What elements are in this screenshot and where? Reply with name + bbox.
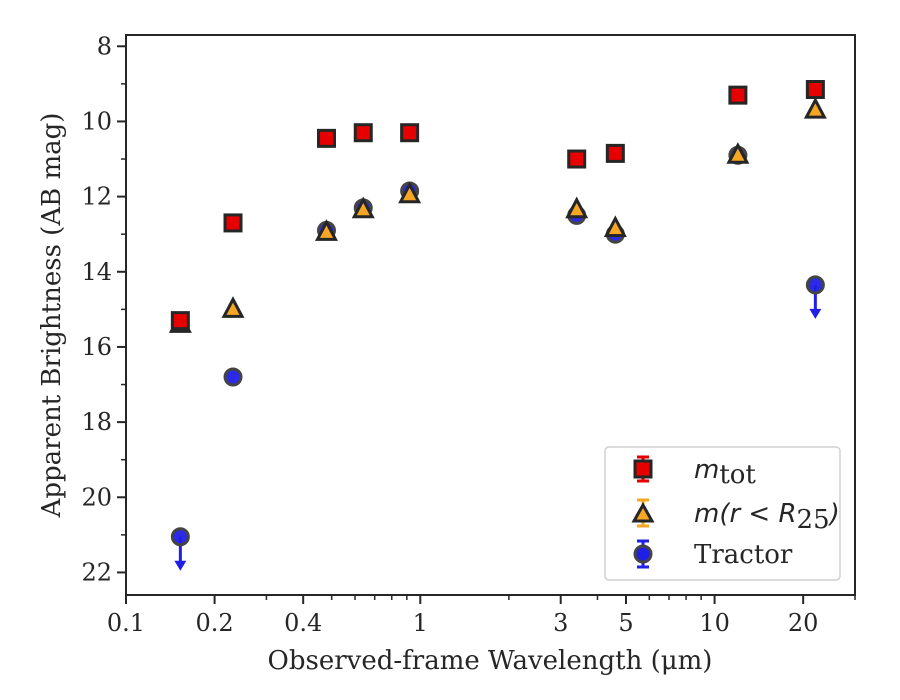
y-tick-label: 22 bbox=[81, 558, 112, 586]
y-axis-label: Apparent Brightness (AB mag) bbox=[37, 113, 67, 519]
point-tractor bbox=[805, 275, 825, 295]
x-tick-label: 10 bbox=[699, 609, 730, 637]
x-tick-label: 3 bbox=[553, 609, 568, 637]
x-tick-label: 0.4 bbox=[284, 609, 322, 637]
point-m-r25 bbox=[565, 196, 589, 219]
y-tick-label: 20 bbox=[81, 483, 112, 511]
legend-marker-tractor bbox=[633, 539, 653, 569]
point-m-r25 bbox=[803, 96, 827, 119]
point-tractor bbox=[223, 367, 243, 387]
legend-label-tractor: Tractor bbox=[694, 540, 793, 570]
point-m-tot bbox=[400, 123, 420, 143]
legend-label-mr: m(r < R25) bbox=[694, 499, 840, 535]
legend-label-mtot: mtot bbox=[694, 455, 756, 490]
point-m-r25 bbox=[726, 142, 750, 164]
x-tick-label: 20 bbox=[788, 609, 819, 637]
legend-box bbox=[604, 446, 841, 581]
point-m-r25 bbox=[603, 215, 627, 238]
y-tick-label: 14 bbox=[81, 258, 112, 286]
y-tick-label: 10 bbox=[81, 107, 112, 135]
y-tick-label: 12 bbox=[81, 183, 112, 211]
x-tick-label: 5 bbox=[618, 609, 633, 637]
series-circle bbox=[170, 145, 825, 571]
point-tractor bbox=[170, 527, 190, 547]
y-tick-label: 16 bbox=[81, 333, 112, 361]
y-tick-label: 18 bbox=[81, 408, 112, 436]
series-triangle bbox=[168, 96, 827, 333]
axis-ticks: 8 10 12 14 16 18 20 22 0.1 0.2 0.4 1 3 5 10 20 bbox=[81, 32, 856, 637]
point-m-tot bbox=[728, 85, 748, 105]
point-m-r25 bbox=[398, 181, 422, 204]
legend: mtot m(r < R25) Tractor bbox=[604, 446, 841, 581]
series-square bbox=[170, 79, 825, 331]
point-m-tot bbox=[605, 143, 625, 163]
x-tick-label: 0.1 bbox=[107, 609, 145, 637]
point-m-r25 bbox=[221, 296, 245, 318]
data-points bbox=[168, 79, 827, 571]
point-m-tot bbox=[316, 128, 336, 148]
y-tick-label: 8 bbox=[97, 32, 112, 60]
x-tick-label: 1 bbox=[413, 609, 428, 637]
legend-marker-mtot bbox=[633, 455, 653, 483]
point-m-tot bbox=[567, 149, 587, 169]
point-m-r25 bbox=[314, 219, 338, 241]
legend-marker-mr bbox=[631, 498, 655, 528]
point-m-tot bbox=[170, 311, 190, 331]
x-axis-label: Observed-frame Wavelength (μm) bbox=[268, 646, 713, 676]
point-m-r25 bbox=[351, 196, 375, 219]
point-m-tot bbox=[353, 123, 373, 143]
x-tick-label: 0.2 bbox=[196, 609, 234, 637]
upper-limit-arrow-head bbox=[174, 560, 187, 571]
point-m-tot bbox=[223, 213, 243, 233]
plot-frame bbox=[125, 34, 856, 596]
upper-limit-arrow-head bbox=[809, 308, 822, 319]
point-m-tot bbox=[805, 79, 825, 99]
